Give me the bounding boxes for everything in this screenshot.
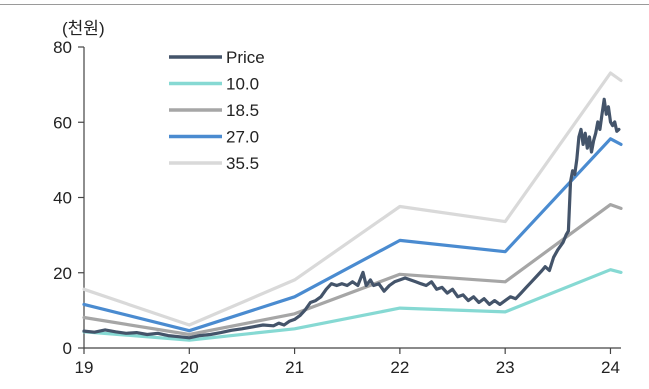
legend-label-35-5: 35.5 [226, 154, 259, 173]
y-tick-label: 0 [63, 339, 72, 358]
x-tick-label: 23 [496, 358, 515, 377]
top-rule [0, 4, 649, 5]
series-line-18-5 [82, 203, 623, 337]
legend-label-18-5: 18.5 [226, 101, 259, 120]
legend-label-27-0: 27.0 [226, 128, 259, 147]
x-tick-label: 20 [180, 358, 199, 377]
y-tick-label: 20 [53, 264, 72, 283]
axes: 0 20 40 60 80 19 20 21 22 23 24 [53, 38, 621, 377]
x-tick-label: 22 [390, 358, 409, 377]
legend-label-10-0: 10.0 [226, 75, 259, 94]
series-line-10-0 [82, 268, 623, 342]
series-line-35-5 [82, 71, 623, 327]
legend: Price 10.0 18.5 27.0 35.5 [169, 48, 265, 173]
series-line-27-0 [82, 137, 623, 333]
x-tick-label: 24 [601, 358, 620, 377]
y-tick-label: 60 [53, 113, 72, 132]
series-line-price [82, 97, 621, 340]
unit-label: (천원) [62, 19, 105, 38]
legend-label-price: Price [226, 48, 265, 67]
y-tick-label: 80 [53, 38, 72, 57]
y-tick-label: 40 [53, 189, 72, 208]
series-lines [82, 71, 623, 342]
x-tick-label: 19 [75, 358, 94, 377]
x-tick-label: 21 [285, 358, 304, 377]
